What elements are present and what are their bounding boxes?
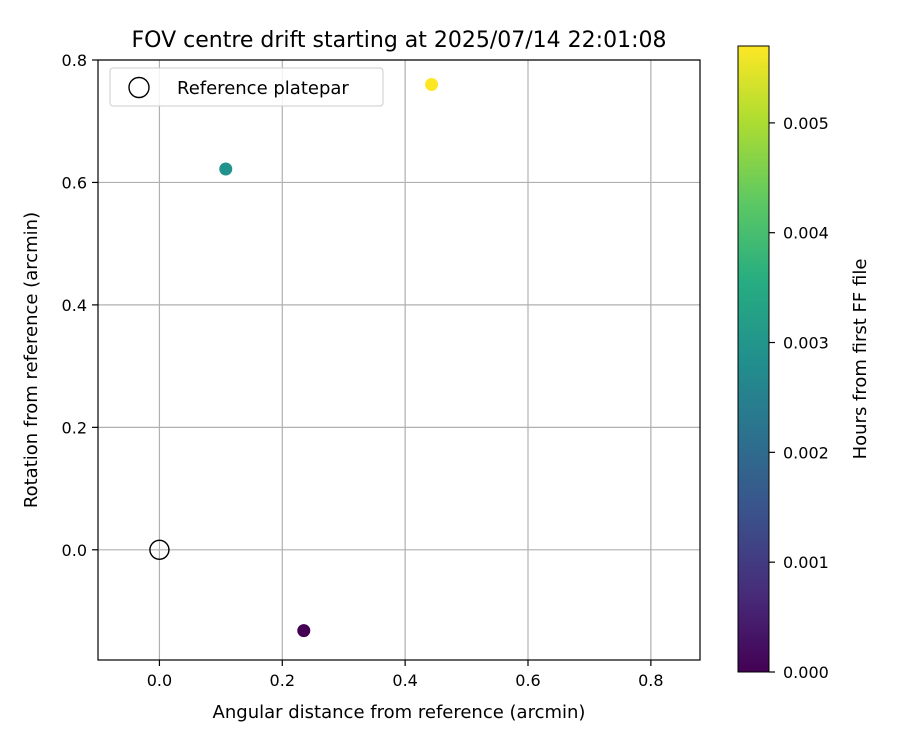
legend: Reference platepar [109,67,384,107]
reference-platepar-marker [149,539,170,560]
legend-marker-reference [128,76,150,99]
colorbar-tick-label: 0.004 [783,224,829,243]
colorbar-tick-label: 0.005 [783,114,829,133]
scatter-point [297,624,311,638]
y-tick-label: 0.6 [62,173,87,192]
chart-title: FOV centre drift starting at 2025/07/14 … [132,28,667,53]
legend-box [109,67,384,107]
x-axis-label: Angular distance from reference (arcmin) [213,702,586,723]
x-tick-label: 0.6 [515,671,540,690]
colorbar-ticks: 0.000 0.001 0.002 0.003 0.004 0.005 [769,114,829,682]
scatter-point [425,77,439,91]
x-tick-label: 0.0 [147,671,172,690]
y-tick-label: 0.0 [62,541,87,560]
colorbar-tick-label: 0.000 [783,663,829,682]
plot-frame [97,59,701,661]
y-axis-ticks: 0.0 0.2 0.4 0.6 0.8 [62,51,98,560]
legend-label-reference: Reference platepar [177,78,349,99]
y-tick-label: 0.2 [62,418,87,437]
y-tick-label: 0.8 [62,51,87,70]
colorbar-tick-label: 0.003 [783,334,829,353]
colorbar-label: Hours from first FF file [850,259,871,460]
grid [98,59,700,660]
colorbar-tick-label: 0.002 [783,443,829,462]
colorbar: 0.000 0.001 0.002 0.003 0.004 0.005 Hours fro… [737,45,871,682]
x-axis-ticks: 0.0 0.2 0.4 0.6 0.8 [147,660,664,690]
colorbar-tick-label: 0.001 [783,553,829,572]
scatter-point [219,162,233,176]
y-axis-label: Rotation from reference (arcmin) [21,212,42,508]
x-tick-label: 0.4 [392,671,417,690]
x-tick-label: 0.8 [638,671,663,690]
colorbar-gradient [737,45,770,673]
y-tick-label: 0.4 [62,296,87,315]
data-points [149,77,439,638]
x-tick-label: 0.2 [270,671,295,690]
